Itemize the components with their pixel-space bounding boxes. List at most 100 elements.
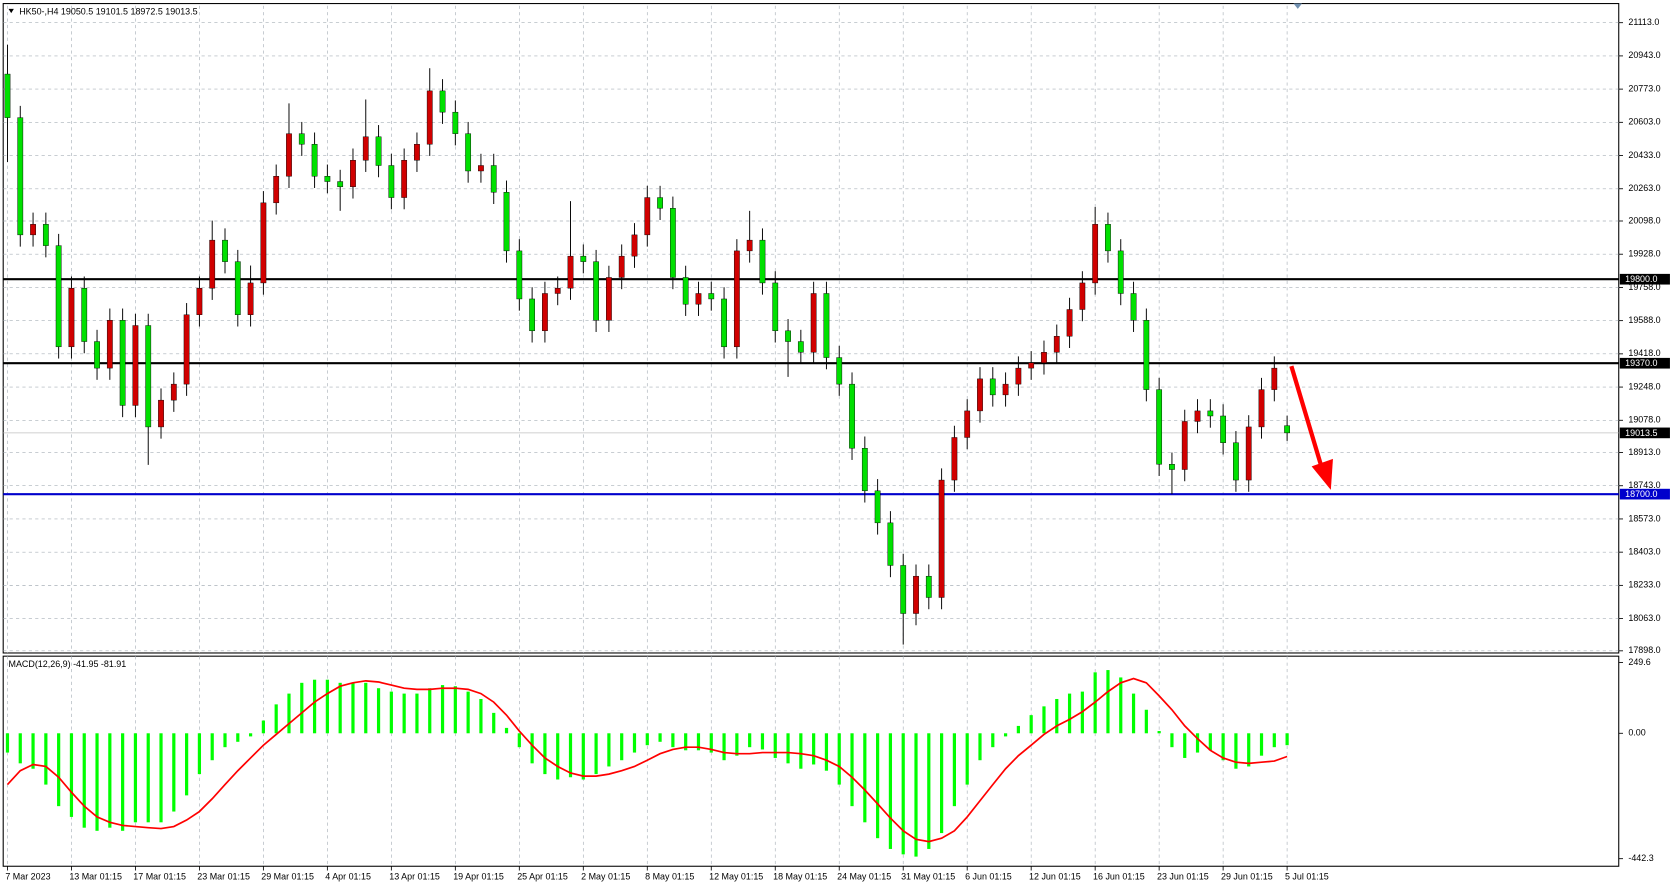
candle-body [119,320,126,406]
candle-body [951,437,958,481]
x-tick-label: 16 Jun 01:15 [1093,871,1145,881]
macd-bar [607,733,611,767]
candle-body [490,165,497,193]
candle-body [516,250,523,300]
signal-line [6,677,1288,843]
candle-body [4,73,11,118]
candle-body [785,330,791,342]
macd-bar [1029,715,1033,734]
macd-bar [863,733,867,823]
macd-bar [773,733,777,758]
macd-bar [261,720,265,734]
x-tick-label: 23 Mar 01:15 [197,871,250,881]
candle-body [439,90,446,113]
macd-bar [786,733,790,764]
candle-body [772,282,779,332]
candle-body [1233,442,1239,481]
x-tick-label: 6 Jun 01:15 [965,871,1012,881]
candle-body [1066,309,1073,337]
y-tick-label: 19758.0 [1628,282,1660,292]
macd-bar [1144,709,1148,734]
macd-bar [312,679,317,734]
macd-bar [274,704,278,734]
candle-body [1143,320,1150,390]
y-tick-label: 20773.0 [1628,83,1660,93]
candle-body [836,357,843,385]
macd-bar [57,733,61,807]
y-tick-label: 19418.0 [1628,348,1660,358]
candle-body [823,293,830,358]
level-tag-label: 19800.0 [1625,274,1657,284]
candle-body [324,176,331,182]
level-tag-label: 19370.0 [1625,358,1657,368]
trend-arrow-head [1311,458,1333,490]
level-tag [1619,273,1670,285]
macd-bar [1042,706,1046,734]
y-tick-label: 18743.0 [1628,480,1660,490]
macd-bar [108,733,112,828]
level-tag [1619,488,1670,500]
candle-body [1041,352,1047,364]
x-tick-label: 24 May 01:15 [837,871,891,881]
candle-body [209,239,216,289]
macd-bar [1119,677,1123,734]
macd-bar [927,733,931,849]
x-tick-label: 25 Apr 01:15 [517,871,568,881]
candle-body [42,224,49,246]
chart-title: HK50-,H4 19050.5 19101.5 18972.5 19013.5 [19,6,197,16]
macd-bar [671,733,675,748]
candle-body [631,234,638,257]
macd-bar [568,733,573,778]
candle-body [311,143,318,177]
candle-body [106,320,113,369]
macd-bar [5,733,10,753]
y-tick-label: 18063.0 [1628,613,1660,623]
candle-body [286,133,292,177]
macd-bar [760,733,765,750]
macd-bar [121,733,125,831]
candle-body [17,117,24,236]
y-tick-label: -442.3 [1628,853,1653,863]
macd-bar [338,682,342,734]
candle-body [900,565,907,614]
macd-bar [300,682,304,734]
macd-bar [133,733,138,823]
candle-body [721,298,727,348]
level-tag [1619,427,1670,439]
y-tick-label: 19588.0 [1628,315,1660,325]
candle-body [797,341,804,353]
macd-bar [709,733,713,753]
x-tick-label: 7 Mar 2023 [5,871,50,881]
x-tick-label: 29 Mar 01:15 [261,871,314,881]
candle-body [222,239,228,262]
macd-bar [504,727,509,734]
candle-body [1245,426,1252,481]
candle-body [606,277,612,321]
candle-body [1284,425,1290,434]
y-tick-label: 18403.0 [1628,547,1660,557]
level-tag-label: 18700.0 [1625,489,1657,499]
macd-bar [620,733,624,761]
macd-bar [1247,733,1251,767]
macd-bar [722,733,726,761]
candle-body [580,255,587,262]
macd-bar [1183,733,1187,758]
candle-body [1092,224,1099,284]
x-tick-label: 18 May 01:15 [773,871,827,881]
candle-body [618,255,625,278]
macd-bar [479,698,483,734]
macd-bar [95,733,99,831]
candle-body [977,378,983,412]
candle-body [350,160,356,188]
macd-bar [453,686,457,734]
candle-body [849,383,855,449]
macd-bar [799,733,803,769]
macd-bar [1272,733,1276,748]
y-tick-label: 0.00 [1628,728,1645,738]
main-pane-frame [2,3,1620,654]
candle-body [529,298,535,332]
macd-bar [1208,733,1212,751]
candle-body [337,181,344,188]
candle-body [273,176,280,204]
macd-bar [1106,670,1110,734]
